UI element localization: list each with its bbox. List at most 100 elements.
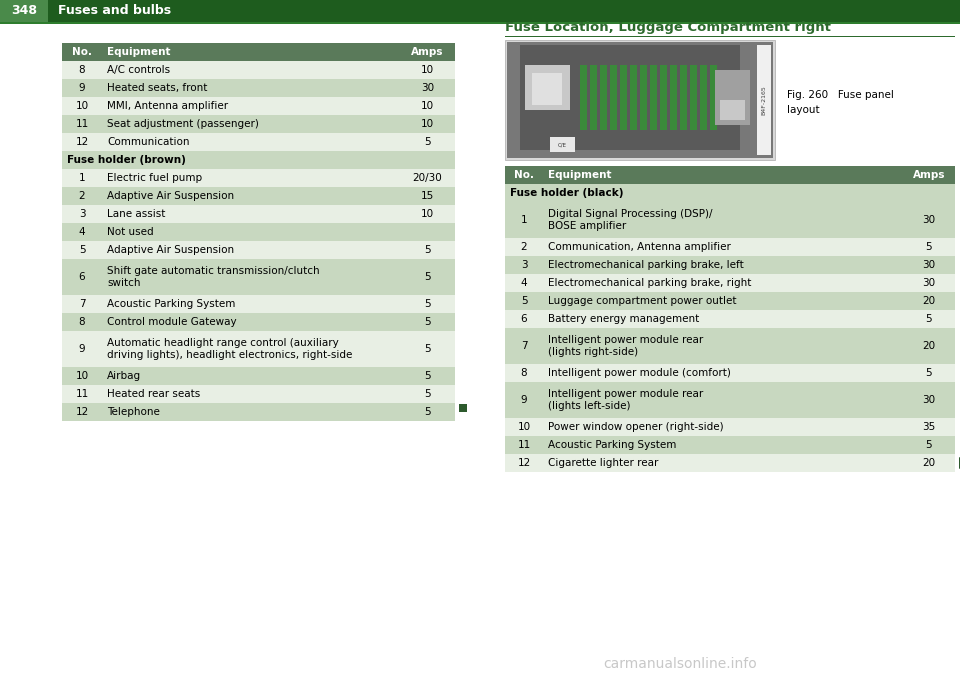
Text: 9: 9 bbox=[79, 83, 85, 93]
Bar bbox=[62, 187, 455, 205]
Text: 10: 10 bbox=[420, 119, 434, 129]
Bar bbox=[757, 45, 771, 155]
Text: 6: 6 bbox=[79, 272, 85, 282]
Text: driving lights), headlight electronics, right-side: driving lights), headlight electronics, … bbox=[107, 350, 352, 360]
Bar bbox=[459, 404, 467, 412]
Text: 11: 11 bbox=[76, 119, 88, 129]
Text: Electric fuel pump: Electric fuel pump bbox=[107, 173, 203, 183]
Bar bbox=[525, 65, 570, 110]
Bar bbox=[62, 43, 455, 61]
Bar bbox=[62, 331, 455, 367]
Text: 5: 5 bbox=[424, 272, 431, 282]
Text: 8: 8 bbox=[79, 65, 85, 75]
Text: 7: 7 bbox=[79, 299, 85, 309]
Text: 12: 12 bbox=[76, 407, 88, 417]
Bar bbox=[62, 223, 455, 241]
Text: 5: 5 bbox=[424, 344, 431, 354]
Text: Acoustic Parking System: Acoustic Parking System bbox=[548, 440, 677, 450]
Text: carmanualsonline.info: carmanualsonline.info bbox=[603, 657, 756, 671]
Text: 35: 35 bbox=[923, 422, 936, 432]
Bar bbox=[600, 65, 607, 130]
Bar bbox=[505, 256, 955, 274]
Bar bbox=[62, 367, 455, 385]
Text: Luggage compartment power outlet: Luggage compartment power outlet bbox=[548, 296, 736, 306]
Text: Fuse holder (brown): Fuse holder (brown) bbox=[67, 155, 186, 165]
Bar bbox=[505, 364, 955, 382]
Text: 5: 5 bbox=[925, 440, 932, 450]
Bar bbox=[505, 202, 955, 238]
Bar bbox=[505, 40, 775, 160]
Text: Equipment: Equipment bbox=[107, 47, 171, 57]
Bar bbox=[650, 65, 657, 130]
Text: 11: 11 bbox=[517, 440, 531, 450]
Bar bbox=[505, 292, 955, 310]
Text: BOSE amplifier: BOSE amplifier bbox=[548, 221, 626, 231]
Bar bbox=[62, 205, 455, 223]
Text: Airbag: Airbag bbox=[107, 371, 141, 381]
Bar bbox=[620, 65, 627, 130]
Text: 5: 5 bbox=[424, 137, 431, 147]
Text: Fuse holder (black): Fuse holder (black) bbox=[510, 188, 623, 198]
Text: No.: No. bbox=[72, 47, 92, 57]
Text: Telephone: Telephone bbox=[107, 407, 160, 417]
Text: Intelligent power module rear: Intelligent power module rear bbox=[548, 335, 704, 345]
Text: 20/30: 20/30 bbox=[413, 173, 443, 183]
Bar bbox=[0, 0, 48, 22]
Text: 30: 30 bbox=[923, 215, 936, 225]
Text: 1: 1 bbox=[520, 215, 527, 225]
Bar bbox=[62, 259, 455, 295]
Text: 10: 10 bbox=[420, 65, 434, 75]
Bar bbox=[690, 65, 697, 130]
Text: 30: 30 bbox=[923, 260, 936, 270]
Text: 10: 10 bbox=[420, 101, 434, 111]
Bar bbox=[505, 310, 955, 328]
Bar bbox=[532, 73, 562, 105]
Text: 5: 5 bbox=[424, 299, 431, 309]
Text: Communication: Communication bbox=[107, 137, 189, 147]
Text: 5: 5 bbox=[925, 368, 932, 378]
Text: 9: 9 bbox=[520, 395, 527, 405]
Text: Intelligent power module (comfort): Intelligent power module (comfort) bbox=[548, 368, 731, 378]
Text: 10: 10 bbox=[420, 209, 434, 219]
Text: C/E: C/E bbox=[558, 143, 566, 148]
Bar bbox=[62, 241, 455, 259]
Text: 3: 3 bbox=[79, 209, 85, 219]
Text: 1: 1 bbox=[79, 173, 85, 183]
Text: 10: 10 bbox=[76, 101, 88, 111]
Text: 348: 348 bbox=[11, 5, 37, 18]
Text: Control module Gateway: Control module Gateway bbox=[107, 317, 236, 327]
Text: 8: 8 bbox=[520, 368, 527, 378]
Text: Heated rear seats: Heated rear seats bbox=[107, 389, 201, 399]
Bar bbox=[62, 97, 455, 115]
Text: 5: 5 bbox=[79, 245, 85, 255]
Bar bbox=[720, 100, 745, 120]
Bar bbox=[680, 65, 687, 130]
Text: Power window opener (right-side): Power window opener (right-side) bbox=[548, 422, 724, 432]
Bar bbox=[580, 65, 587, 130]
Text: Cigarette lighter rear: Cigarette lighter rear bbox=[548, 458, 659, 468]
Text: 5: 5 bbox=[520, 296, 527, 306]
Text: Heated seats, front: Heated seats, front bbox=[107, 83, 207, 93]
Text: 15: 15 bbox=[420, 191, 434, 201]
Bar bbox=[505, 166, 955, 184]
Text: 12: 12 bbox=[76, 137, 88, 147]
Text: Battery energy management: Battery energy management bbox=[548, 314, 699, 324]
Text: A/C controls: A/C controls bbox=[107, 65, 170, 75]
Text: Acoustic Parking System: Acoustic Parking System bbox=[107, 299, 235, 309]
Bar bbox=[505, 184, 955, 202]
Text: 5: 5 bbox=[424, 317, 431, 327]
Text: Digital Signal Processing (DSP)/: Digital Signal Processing (DSP)/ bbox=[548, 209, 712, 219]
Bar bbox=[505, 238, 955, 256]
Bar bbox=[660, 65, 667, 130]
Text: 30: 30 bbox=[923, 395, 936, 405]
Bar bbox=[505, 454, 955, 472]
Text: Fig. 260   Fuse panel: Fig. 260 Fuse panel bbox=[787, 90, 894, 100]
Text: 6: 6 bbox=[520, 314, 527, 324]
Text: 10: 10 bbox=[76, 371, 88, 381]
Text: Amps: Amps bbox=[411, 47, 444, 57]
Bar bbox=[640, 65, 647, 130]
Text: 10: 10 bbox=[517, 422, 531, 432]
Bar bbox=[550, 137, 575, 152]
Text: MMI, Antenna amplifier: MMI, Antenna amplifier bbox=[107, 101, 228, 111]
Text: 7: 7 bbox=[520, 341, 527, 351]
